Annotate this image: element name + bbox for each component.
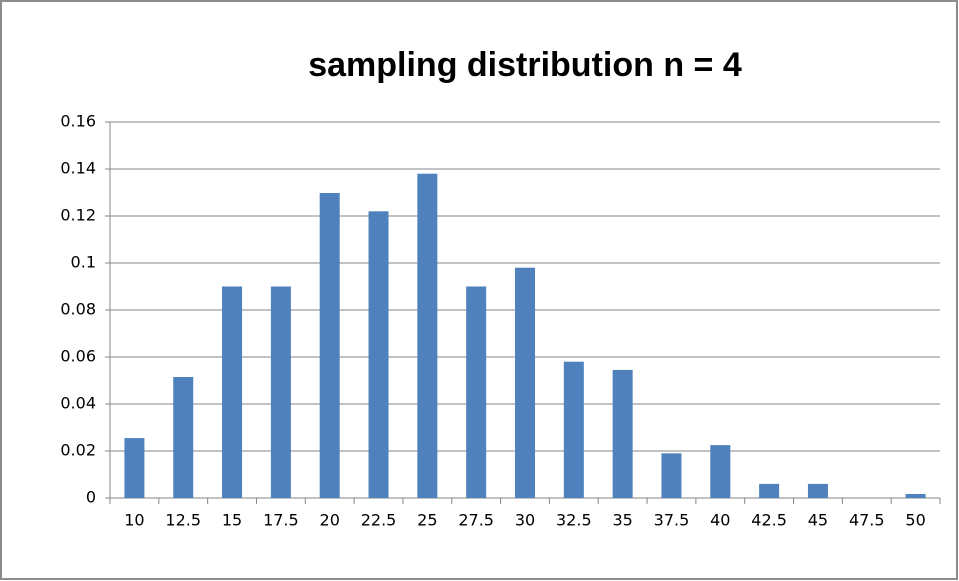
bar [222, 286, 243, 498]
bar [905, 494, 926, 498]
bar [417, 173, 438, 498]
x-tick-label: 30 [515, 511, 535, 530]
bar [319, 192, 340, 498]
x-tick-label: 12.5 [165, 511, 201, 530]
bar [661, 453, 682, 498]
bar [612, 369, 633, 498]
x-tick-label: 25 [417, 511, 437, 530]
bar [807, 483, 828, 498]
y-tick-label: 0.06 [60, 347, 96, 366]
bar [563, 361, 584, 498]
x-tick-label: 47.5 [849, 511, 885, 530]
y-tick-label: 0.14 [60, 159, 96, 178]
y-tick-label: 0.1 [71, 253, 96, 272]
bar [124, 438, 145, 498]
bar [368, 211, 389, 499]
x-tick-label: 27.5 [458, 511, 494, 530]
x-tick-label: 40 [710, 511, 730, 530]
x-tick-label: 35 [612, 511, 632, 530]
bar [270, 286, 291, 498]
y-tick-label: 0.02 [60, 441, 96, 460]
x-tick-label: 32.5 [556, 511, 592, 530]
chart-title: sampling distribution n = 4 [308, 46, 742, 84]
y-tick-label: 0.04 [60, 394, 96, 413]
x-tick-label: 37.5 [654, 511, 690, 530]
bar [710, 445, 731, 498]
bar [515, 267, 535, 498]
x-tick-label: 22.5 [361, 511, 397, 530]
x-tick-label: 10 [124, 511, 144, 530]
bar [466, 286, 487, 498]
x-tick-label: 50 [905, 511, 925, 530]
y-tick-label: 0.08 [60, 300, 96, 319]
bar [759, 483, 780, 498]
x-tick-label: 20 [320, 511, 340, 530]
x-tick-label: 45 [808, 511, 828, 530]
x-tick-label: 17.5 [263, 511, 299, 530]
y-tick-label: 0.12 [60, 206, 96, 225]
x-tick-label: 42.5 [751, 511, 787, 530]
bar [173, 376, 194, 498]
x-tick-label: 15 [222, 511, 242, 530]
y-tick-label: 0 [86, 488, 96, 507]
y-tick-label: 0.16 [60, 112, 96, 131]
